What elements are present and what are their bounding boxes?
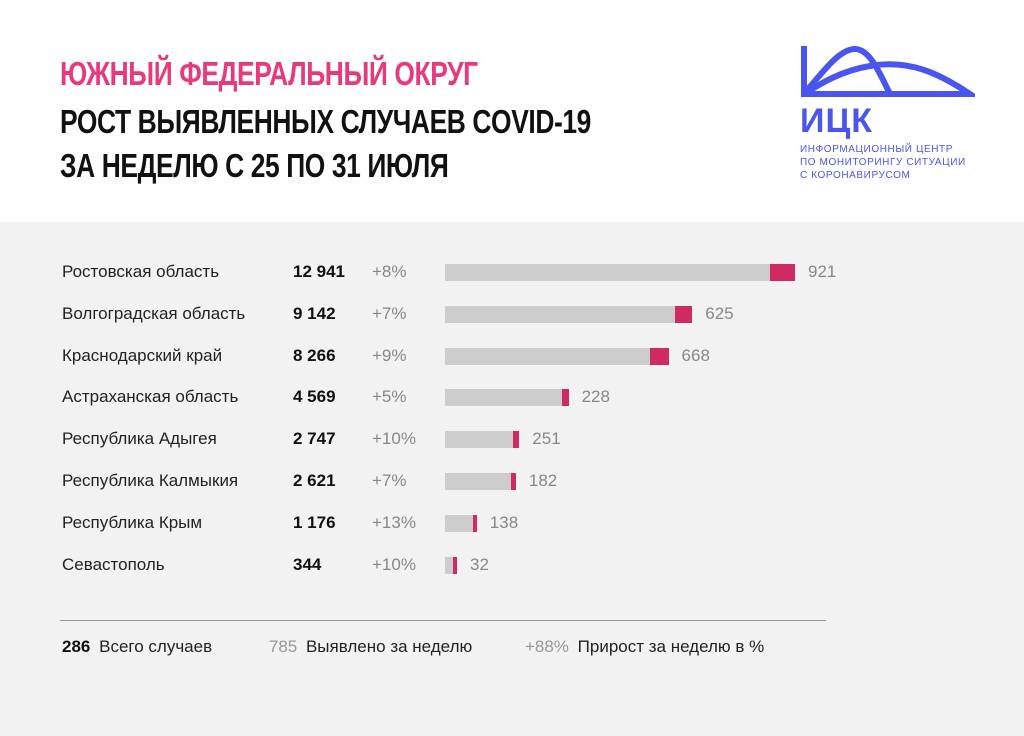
region-name: Волгоградская область (62, 303, 246, 323)
growth-percent: +8% (372, 262, 407, 281)
logo-abbr: ИЦК (800, 102, 874, 140)
growth-percent: +10% (372, 554, 416, 574)
total-cases: 2 747 (293, 429, 336, 449)
bar-total (445, 305, 693, 323)
new-cases-label: 668 (681, 345, 710, 365)
bar-new (512, 431, 520, 449)
legend: 286 Всего случаев 785 Выявлено за неделю… (62, 637, 768, 657)
region-name: Ростовская область (62, 262, 220, 281)
chart-row: Ростовская область 12 941 +8% 921 (0, 262, 1024, 304)
bar-total (445, 514, 477, 532)
new-cases-label: 138 (489, 512, 519, 532)
chart-row: Республика Адыгея 2 747 +10% 251 (0, 429, 1024, 471)
total-cases: 12 941 (293, 262, 345, 281)
growth-percent: +9% (372, 345, 407, 365)
total-cases: 8 266 (293, 345, 336, 365)
growth-percent: +5% (372, 387, 407, 407)
bar-new (675, 305, 693, 323)
total-cases: 1 176 (293, 512, 336, 532)
bar-new (770, 264, 795, 281)
new-cases-label: 32 (470, 554, 489, 574)
region-name: Республика Калмыкия (62, 471, 239, 490)
new-cases-label: 921 (808, 262, 837, 281)
new-cases-label: 251 (532, 429, 561, 449)
divider (60, 620, 826, 621)
region-name: Краснодарский край (62, 345, 223, 365)
bar-new (650, 347, 669, 365)
growth-percent: +7% (372, 471, 407, 490)
legend-total-label: Всего случаев (99, 637, 213, 656)
legend-growth-label: Прирост за неделю в % (577, 637, 765, 656)
chart-row: Астраханская область 4 569 +5% 228 (0, 387, 1024, 429)
new-cases-label: 182 (528, 471, 558, 490)
region-name: Республика Адыгея (62, 429, 217, 449)
bar-total (445, 431, 520, 449)
growth-percent: +7% (372, 303, 407, 323)
region-title: ЮЖНЫЙ ФЕДЕРАЛЬНЫЙ ОКРУГ (60, 55, 478, 92)
new-cases-label: 625 (705, 303, 734, 323)
chart-title: РОСТ ВЫЯВЛЕННЫХ СЛУЧАЕВ COVID-19 (60, 103, 591, 140)
total-cases: 344 (293, 554, 322, 574)
bar-total (445, 264, 795, 281)
bar-new (510, 473, 516, 490)
bar-total (445, 389, 569, 407)
total-cases: 4 569 (293, 387, 336, 407)
bar-new (472, 514, 477, 532)
new-cases-label: 228 (581, 387, 610, 407)
chart-row: Севастополь 344 +10% 32 (0, 555, 1024, 597)
chart-row: Краснодарский край 8 266 +9% 668 (0, 346, 1024, 388)
header: ЮЖНЫЙ ФЕДЕРАЛЬНЫЙ ОКРУГ РОСТ ВЫЯВЛЕННЫХ … (0, 0, 1024, 222)
region-name: Астраханская область (62, 387, 239, 407)
logo: ИЦК ИНФОРМАЦИОННЫЙ ЦЕНТР ПО МОНИТОРИНГУ С… (800, 44, 980, 181)
legend-growth-num: +88% (524, 637, 569, 656)
logo-text: ИНФОРМАЦИОННЫЙ ЦЕНТР ПО МОНИТОРИНГУ СИТУА… (800, 144, 966, 181)
bar-total (445, 347, 669, 365)
region-name: Республика Крым (62, 512, 203, 532)
chart-subtitle: ЗА НЕДЕЛЮ С 25 ПО 31 ИЮЛЯ (60, 147, 449, 184)
growth-percent: +10% (372, 429, 416, 449)
bar-total (445, 473, 516, 490)
growth-percent: +13% (372, 512, 416, 532)
total-cases: 9 142 (293, 303, 336, 323)
bar-new (453, 556, 457, 574)
bar-new (562, 389, 569, 407)
chart-row: Республика Калмыкия 2 621 +7% 182 (0, 471, 1024, 513)
chart-row: Республика Крым 1 176 +13% 138 (0, 513, 1024, 555)
total-cases: 2 621 (293, 471, 336, 490)
region-name: Севастополь (62, 554, 165, 574)
logo-curve-icon (801, 45, 980, 97)
legend-total-num: 286 (62, 637, 91, 656)
legend-new-label: Выявлено за неделю (305, 637, 473, 656)
chart-row: Волгоградская область 9 142 +7% 625 (0, 304, 1024, 346)
legend-new-num: 785 (268, 637, 298, 656)
